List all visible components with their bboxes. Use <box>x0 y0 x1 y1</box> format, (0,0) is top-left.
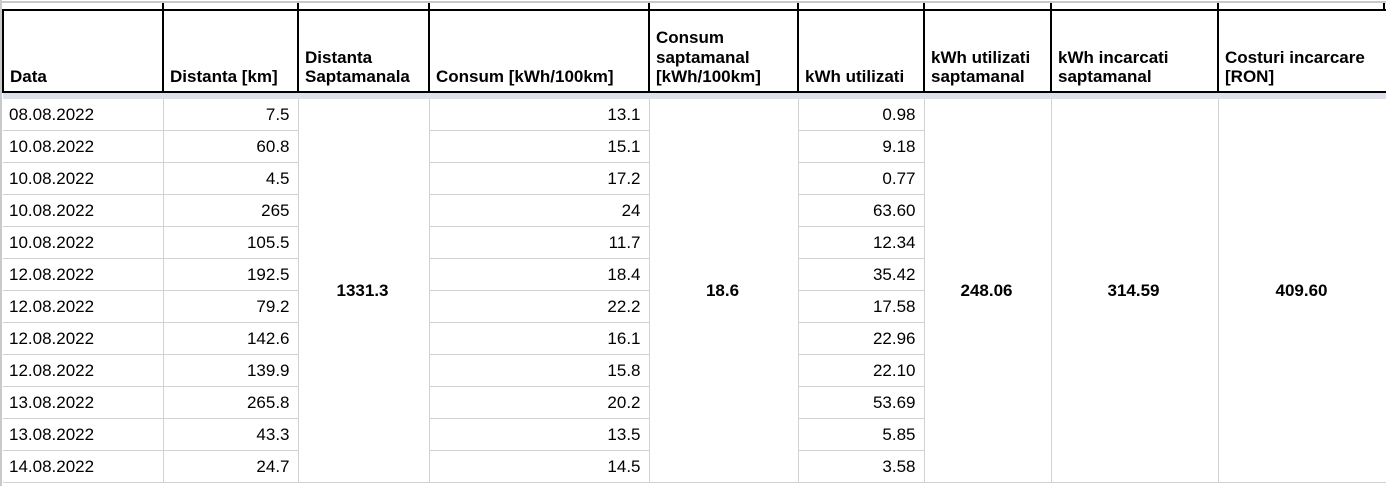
cell-date[interactable]: 12.08.2022 <box>3 258 164 291</box>
table-row: 12.08.2022 142.6 16.1 22.96 <box>3 322 1386 355</box>
gridline <box>0 1 1386 3</box>
cell-kwh-used[interactable]: 22.96 <box>798 322 925 355</box>
cell-weekly-kwh-used[interactable]: 248.06 <box>923 99 1052 483</box>
cell-distance[interactable]: 4.5 <box>163 162 299 195</box>
table-row: 13.08.2022 265.8 20.2 53.69 <box>3 386 1386 419</box>
column-border-stub <box>797 3 799 9</box>
cell-weekly-distance[interactable]: 1331.3 <box>297 99 430 483</box>
cell-consumption[interactable]: 16.1 <box>429 322 650 355</box>
table-row: 13.08.2022 43.3 13.5 5.85 <box>3 418 1386 451</box>
cell-kwh-used[interactable]: 17.58 <box>798 290 925 323</box>
cell-date[interactable]: 10.08.2022 <box>3 226 164 259</box>
cell-distance[interactable]: 60.8 <box>163 130 299 163</box>
column-border-stub <box>428 3 430 9</box>
cell-date[interactable]: 13.08.2022 <box>3 418 164 451</box>
cell-consumption[interactable]: 15.8 <box>429 354 650 387</box>
cell-distance[interactable]: 265 <box>163 194 299 227</box>
table-row: 10.08.2022 265 24 63.60 <box>3 194 1386 227</box>
cell-distance[interactable]: 192.5 <box>163 258 299 291</box>
table-row: 10.08.2022 105.5 11.7 12.34 <box>3 226 1386 259</box>
cell-date[interactable]: 10.08.2022 <box>3 130 164 163</box>
header-costuri-incarcare[interactable]: Costuri incarcare [RON] <box>1217 9 1386 93</box>
cell-weekly-cost[interactable]: 409.60 <box>1217 99 1386 483</box>
row-above-sliver <box>0 0 1386 9</box>
cell-consumption[interactable]: 17.2 <box>429 162 650 195</box>
header-kwh-utilizati[interactable]: kWh utilizati <box>797 9 925 93</box>
cell-kwh-used[interactable]: 22.10 <box>798 354 925 387</box>
table-row: 12.08.2022 79.2 22.2 17.58 <box>3 290 1386 323</box>
cell-consumption[interactable]: 13.5 <box>429 418 650 451</box>
cell-date[interactable]: 08.08.2022 <box>3 99 164 131</box>
cell-consumption[interactable]: 18.4 <box>429 258 650 291</box>
cell-date[interactable]: 12.08.2022 <box>3 354 164 387</box>
header-data[interactable]: Data <box>2 9 164 93</box>
column-border-stub <box>923 3 925 9</box>
cell-distance[interactable]: 43.3 <box>163 418 299 451</box>
cell-distance[interactable]: 105.5 <box>163 226 299 259</box>
cell-distance[interactable]: 24.7 <box>163 450 299 483</box>
data-table: Data Distanta [km] Distanta Saptamanala … <box>2 9 1386 483</box>
table-row: 10.08.2022 4.5 17.2 0.77 <box>3 162 1386 195</box>
cell-distance[interactable]: 265.8 <box>163 386 299 419</box>
table-row: 10.08.2022 60.8 15.1 9.18 <box>3 130 1386 163</box>
header-consum[interactable]: Consum [kWh/100km] <box>428 9 650 93</box>
table-row: 08.08.2022 7.5 1331.3 13.1 18.6 0.98 248… <box>3 99 1386 483</box>
cell-date[interactable]: 13.08.2022 <box>3 386 164 419</box>
header-distanta-saptamanala[interactable]: Distanta Saptamanala <box>297 9 430 93</box>
cell-kwh-used[interactable]: 63.60 <box>798 194 925 227</box>
sheet-left-edge <box>0 0 2 486</box>
cell-distance[interactable]: 79.2 <box>163 290 299 323</box>
freeze-pane-band <box>3 92 1386 99</box>
cell-consumption[interactable]: 15.1 <box>429 130 650 163</box>
cell-weekly-consumption[interactable]: 18.6 <box>648 99 799 483</box>
table-row: 14.08.2022 24.7 14.5 3.58 <box>3 450 1386 483</box>
header-consum-saptamanal[interactable]: Consum saptamanal [kWh/100km] <box>648 9 799 93</box>
cell-kwh-used[interactable]: 35.42 <box>798 258 925 291</box>
column-border-stub <box>1383 3 1385 9</box>
column-border-stub <box>648 3 650 9</box>
cell-kwh-used[interactable]: 0.98 <box>798 99 925 131</box>
cell-date[interactable]: 14.08.2022 <box>3 450 164 483</box>
cell-weekly-kwh-charged[interactable]: 314.59 <box>1050 99 1219 483</box>
cell-kwh-used[interactable]: 12.34 <box>798 226 925 259</box>
cell-date[interactable]: 10.08.2022 <box>3 162 164 195</box>
column-border-stub <box>162 3 164 9</box>
cell-kwh-used[interactable]: 53.69 <box>798 386 925 419</box>
cell-consumption[interactable]: 13.1 <box>429 99 650 131</box>
column-border-stub <box>1050 3 1052 9</box>
cell-kwh-used[interactable]: 5.85 <box>798 418 925 451</box>
cell-date[interactable]: 10.08.2022 <box>3 194 164 227</box>
cell-distance[interactable]: 142.6 <box>163 322 299 355</box>
cell-consumption[interactable]: 22.2 <box>429 290 650 323</box>
header-kwh-incarcati-saptamanal[interactable]: kWh incarcati saptamanal <box>1050 9 1219 93</box>
header-distanta-km[interactable]: Distanta [km] <box>162 9 299 93</box>
cell-consumption[interactable]: 11.7 <box>429 226 650 259</box>
table-row: 12.08.2022 139.9 15.8 22.10 <box>3 354 1386 387</box>
cell-date[interactable]: 12.08.2022 <box>3 322 164 355</box>
cell-distance[interactable]: 7.5 <box>163 99 299 131</box>
header-row: Data Distanta [km] Distanta Saptamanala … <box>2 9 1386 93</box>
column-border-stub <box>1217 3 1219 9</box>
cell-consumption[interactable]: 20.2 <box>429 386 650 419</box>
cell-consumption[interactable]: 24 <box>429 194 650 227</box>
column-border-stub <box>297 3 299 9</box>
table-row: 12.08.2022 192.5 18.4 35.42 <box>3 258 1386 291</box>
cell-consumption[interactable]: 14.5 <box>429 450 650 483</box>
cell-date[interactable]: 12.08.2022 <box>3 290 164 323</box>
cell-kwh-used[interactable]: 0.77 <box>798 162 925 195</box>
header-kwh-utilizati-saptamanal[interactable]: kWh utilizati saptamanal <box>923 9 1052 93</box>
cell-distance[interactable]: 139.9 <box>163 354 299 387</box>
cell-kwh-used[interactable]: 9.18 <box>798 130 925 163</box>
cell-kwh-used[interactable]: 3.58 <box>798 450 925 483</box>
